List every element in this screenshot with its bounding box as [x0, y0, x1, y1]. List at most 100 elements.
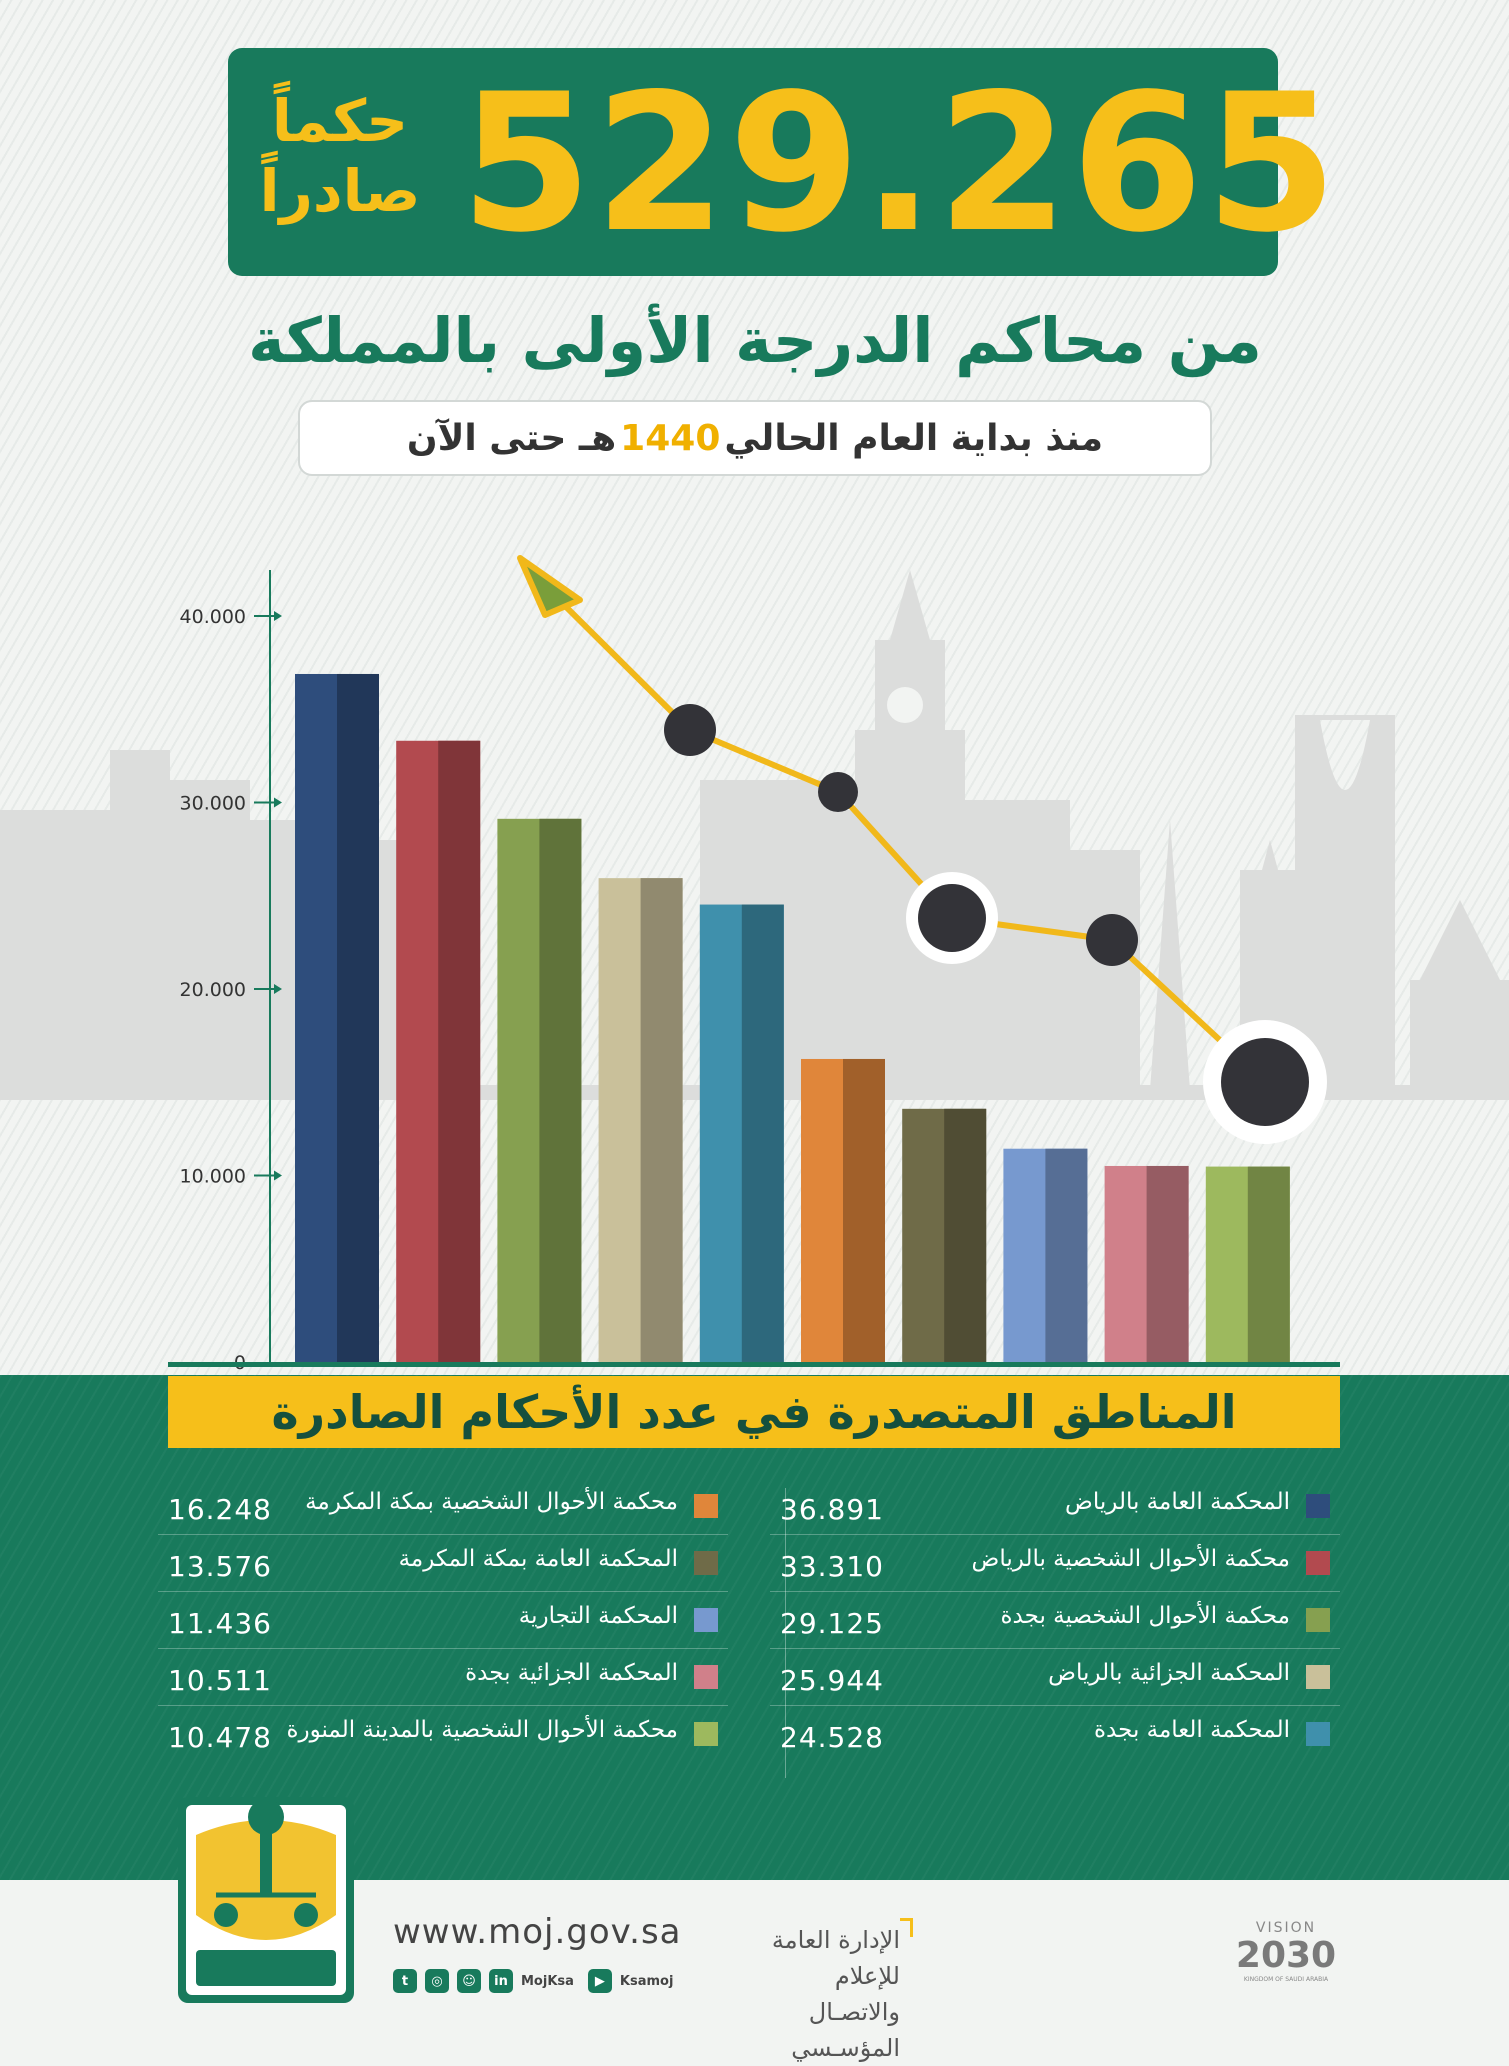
decorative-trend-arrow — [517, 555, 1327, 1144]
y-tick-label: 10.000 — [180, 1166, 246, 1188]
court-rulings-value: 16.248 — [168, 1493, 272, 1526]
y-tick-arrow — [274, 1170, 282, 1181]
y-tick-label: 20.000 — [180, 979, 246, 1001]
period-box: منذ بداية العام الحالي 1440 هـ حتى الآن — [298, 400, 1212, 476]
bar-10 — [1205, 1166, 1290, 1362]
court-name: المحكمة العامة بجدة — [1093, 1717, 1290, 1743]
legend-swatch — [1306, 1665, 1330, 1689]
ranking-title: المناطق المتصدرة في عدد الأحكام الصادرة — [168, 1376, 1340, 1448]
bar-shade — [640, 878, 683, 1362]
bar-9 — [1104, 1165, 1189, 1362]
court-name: المحكمة الجزائية بجدة — [465, 1660, 678, 1686]
bar-7 — [902, 1108, 987, 1362]
instagram-icon[interactable]: ◎ — [425, 1969, 449, 1993]
bar-shade — [843, 1058, 885, 1362]
legend-swatch — [1306, 1608, 1330, 1632]
vision-caption: KINGDOM OF SAUDI ARABIA — [1243, 1976, 1329, 1983]
legend-swatch — [694, 1665, 718, 1689]
bar-shade — [1247, 1166, 1290, 1362]
bar-1 — [295, 673, 379, 1362]
court-rulings-value: 24.528 — [780, 1721, 884, 1754]
period-text-after: هـ حتى الآن — [406, 417, 617, 459]
headline-subtitle: من محاكم الدرجة الأولى بالمملكة — [248, 304, 1262, 377]
chart-baseline — [168, 1362, 1340, 1367]
ranking-row: محكمة الأحوال الشخصية بالمدينة المنورة 10… — [158, 1706, 728, 1762]
ranking-panel — [0, 1375, 1509, 1880]
rulings-unit-label: حكماً صادراً — [250, 86, 430, 226]
period-year: 1440 — [620, 417, 721, 459]
bar-shade — [944, 1108, 987, 1362]
table-column-divider — [785, 1488, 786, 1778]
court-name: المحكمة العامة بالرياض — [1065, 1489, 1290, 1515]
department-line-1: الإدارة العامة للإعلام — [771, 1926, 900, 1990]
ministry-of-justice-emblem — [178, 1797, 354, 2003]
bar-shade — [1045, 1148, 1088, 1362]
twitter-icon[interactable]: t — [393, 1969, 417, 1993]
bar-shade — [1146, 1165, 1189, 1362]
court-rulings-value: 36.891 — [780, 1493, 884, 1526]
court-name: محكمة الأحوال الشخصية بمكة المكرمة — [305, 1489, 678, 1515]
vision-label: VISION — [1255, 1920, 1317, 1936]
vision-year: 2030 — [1235, 1935, 1337, 1976]
ranking-row: المحكمة العامة بالرياض 36.891 — [770, 1478, 1340, 1535]
court-name: المحكمة التجارية — [518, 1603, 678, 1629]
court-rulings-value: 10.478 — [168, 1721, 272, 1754]
ranking-row: محكمة الأحوال الشخصية بالرياض 33.310 — [770, 1535, 1340, 1592]
court-rulings-value: 13.576 — [168, 1550, 272, 1583]
court-name: المحكمة الجزائية بالرياض — [1048, 1660, 1290, 1686]
website-url[interactable]: www.moj.gov.sa — [393, 1912, 682, 1952]
ranking-row: محكمة الأحوال الشخصية بمكة المكرمة 16.248 — [158, 1478, 728, 1535]
department-corner-mark — [900, 1918, 913, 1937]
court-rulings-value: 33.310 — [780, 1550, 884, 1583]
youtube-icon[interactable]: ▶ — [587, 1969, 612, 1993]
ranking-row: المحكمة الجزائية بجدة 10.511 — [158, 1649, 728, 1706]
ranking-row: المحكمة التجارية 11.436 — [158, 1592, 728, 1649]
court-rulings-value: 29.125 — [780, 1607, 884, 1640]
unit-line-2: صادراً — [259, 157, 421, 225]
y-tick-arrow — [274, 611, 282, 621]
linkedin-icon[interactable]: in — [489, 1969, 513, 1993]
bar-shade — [741, 904, 784, 1362]
bar-5 — [699, 904, 784, 1362]
y-tick-label: 40.000 — [180, 606, 246, 628]
bar-shade — [337, 673, 379, 1362]
social-handle-1[interactable]: MojKsa — [521, 1973, 574, 1989]
legend-swatch — [1306, 1722, 1330, 1746]
y-tick-arrow — [274, 797, 282, 808]
court-rulings-value: 25.944 — [780, 1664, 884, 1697]
period-text-before: منذ بداية العام الحالي — [724, 417, 1104, 459]
court-rulings-value: 11.436 — [168, 1607, 272, 1640]
bar-6 — [801, 1058, 885, 1362]
bar-shade — [438, 740, 481, 1362]
court-name: محكمة الأحوال الشخصية بالرياض — [971, 1546, 1290, 1572]
legend-swatch — [694, 1722, 718, 1746]
social-handle-2[interactable]: Ksamoj — [619, 1973, 674, 1989]
court-name: المحكمة العامة بمكة المكرمة — [398, 1546, 678, 1572]
total-rulings-number: 529.265 — [460, 53, 1340, 274]
ranking-row: المحكمة الجزائية بالرياض 25.944 — [770, 1649, 1340, 1706]
bar-4 — [598, 878, 683, 1362]
ranking-column-right: المحكمة العامة بالرياض 36.891 محكمة الأحوا… — [770, 1478, 1340, 1762]
legend-swatch — [694, 1608, 718, 1632]
bar-8 — [1003, 1148, 1088, 1362]
ranking-row: المحكمة العامة بجدة 24.528 — [770, 1706, 1340, 1762]
bar-2 — [396, 740, 481, 1362]
social-links: t ◎ ☺ in MojKsa ▶ Ksamoj — [393, 1966, 679, 1996]
ranking-row: محكمة الأحوال الشخصية بجدة 29.125 — [770, 1592, 1340, 1649]
headline-box — [228, 48, 1278, 276]
court-name: محكمة الأحوال الشخصية بالمدينة المنورة — [286, 1717, 678, 1743]
legend-swatch — [694, 1494, 718, 1518]
department-line-2: والاتصـال المؤسـسي — [791, 1998, 900, 2062]
bars-group — [295, 673, 1290, 1362]
legend-swatch — [694, 1551, 718, 1575]
vision-2030-logo: VISION 2030 KINGDOM OF SAUDI ARABIA — [1224, 1920, 1348, 1984]
unit-line-1: حكماً — [271, 87, 409, 155]
ranking-row: المحكمة العامة بمكة المكرمة 13.576 — [158, 1535, 728, 1592]
y-tick-arrow — [274, 984, 282, 994]
court-rulings-value: 10.511 — [168, 1664, 272, 1697]
bar-shade — [539, 818, 582, 1362]
snapchat-icon[interactable]: ☺ — [457, 1969, 481, 1993]
legend-swatch — [1306, 1551, 1330, 1575]
